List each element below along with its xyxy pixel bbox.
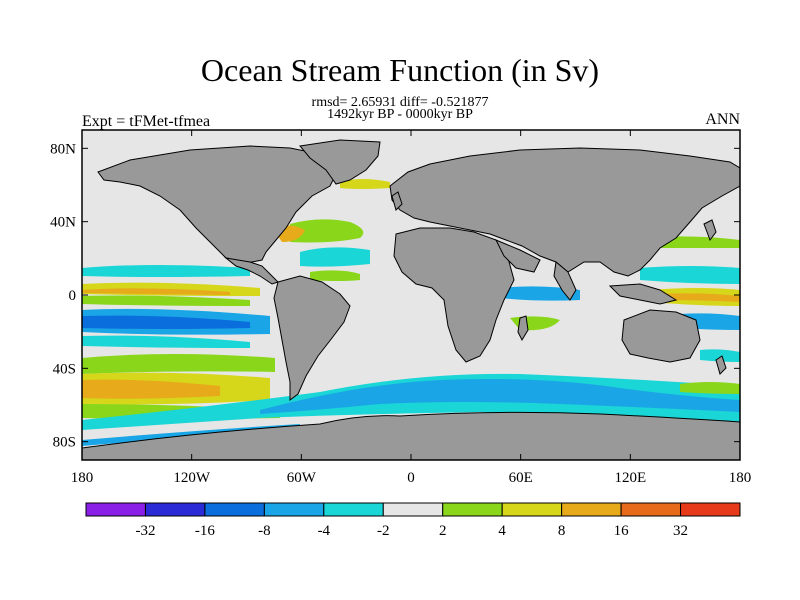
colorbar-label: -32 xyxy=(135,523,155,539)
colorbar-label: -4 xyxy=(318,523,331,539)
colorbar-swatch xyxy=(85,502,146,517)
maritime-continent xyxy=(608,283,678,305)
colorbar-label: 2 xyxy=(439,523,447,539)
colorbar-swatch xyxy=(323,502,384,517)
stream-function-field xyxy=(82,179,740,446)
y-tick-label: 80S xyxy=(53,435,76,451)
madagascar xyxy=(517,315,529,342)
colorbar-label: 4 xyxy=(498,523,506,539)
new-zealand xyxy=(715,355,727,375)
colorbar-swatch xyxy=(620,502,682,517)
north-america xyxy=(97,145,341,263)
colorbar-label: 16 xyxy=(614,523,630,539)
colorbar-label: -16 xyxy=(195,523,215,539)
stats-line: rmsd= 2.65931 diff= -0.521877 xyxy=(311,95,489,110)
central-america xyxy=(224,257,279,285)
antarctica xyxy=(82,411,740,460)
eurasia xyxy=(389,147,740,277)
colorbar-swatch xyxy=(382,502,444,517)
y-tick-label: 80N xyxy=(50,141,76,157)
india xyxy=(553,261,577,301)
british-isles xyxy=(391,191,403,211)
greenland xyxy=(299,139,381,185)
experiment-label: Expt = tFMet-tfmea xyxy=(82,113,211,130)
colorbar-label: 8 xyxy=(558,523,566,539)
colorbar-swatch xyxy=(442,502,503,517)
season-label: ANN xyxy=(705,111,740,128)
south-america xyxy=(273,275,351,401)
x-tick-label: 60E xyxy=(509,470,533,486)
colorbar-swatch xyxy=(561,502,622,517)
colorbar-label: 32 xyxy=(673,523,688,539)
colorbar: -32 -16 -8 -4 -2 2 4 8 16 32 xyxy=(85,502,741,539)
colorbar-label: -8 xyxy=(258,523,271,539)
x-tick-label: 180 xyxy=(71,470,94,486)
y-tick-label: 40N xyxy=(50,215,76,231)
y-tick-label: 40S xyxy=(53,361,76,377)
colorbar-swatch xyxy=(680,502,741,517)
arabia xyxy=(494,239,541,273)
x-tick-label: 60W xyxy=(287,470,317,486)
colorbar-swatch xyxy=(204,502,265,517)
x-tick-label: 0 xyxy=(407,470,415,486)
x-axis-ticks: 180 120W 60W 0 60E 120E 180 xyxy=(71,130,752,486)
australia xyxy=(621,309,701,363)
colorbar-swatch xyxy=(263,502,325,517)
colorbar-label: -2 xyxy=(377,523,390,539)
x-tick-label: 120W xyxy=(173,470,211,486)
period-line: 1492kyr BP - 0000kyr BP xyxy=(327,107,473,122)
y-axis-ticks: 80N 40N 0 40S 80S xyxy=(50,141,740,451)
x-tick-label: 120E xyxy=(614,470,646,486)
map-title: Ocean Stream Function (in Sv) xyxy=(200,52,600,88)
colorbar-swatch xyxy=(501,502,563,517)
x-tick-label: 180 xyxy=(729,470,752,486)
japan xyxy=(703,219,717,242)
colorbar-swatch xyxy=(144,502,206,517)
africa xyxy=(393,227,515,363)
map-plot-area xyxy=(82,130,740,460)
y-tick-label: 0 xyxy=(69,288,77,304)
land-masses xyxy=(82,139,740,460)
